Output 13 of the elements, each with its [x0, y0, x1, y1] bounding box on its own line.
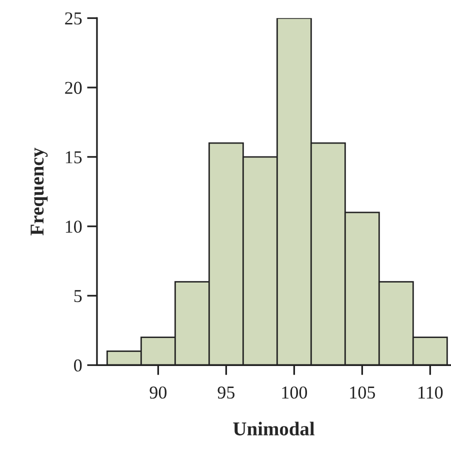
y-axis-title: Frequency	[30, 148, 48, 236]
x-tick-label: 90	[150, 386, 166, 399]
y-tick-label: 10	[66, 220, 82, 233]
y-tick-label: 25	[65, 12, 82, 25]
y-tick-label: 15	[66, 151, 82, 164]
y-tick-label: 20	[65, 82, 82, 94]
x-tick-label: 100	[282, 386, 308, 399]
x-tick-label: 110	[418, 386, 443, 399]
x-tick-label: 95	[218, 386, 234, 399]
x-tick-label: 105	[350, 386, 375, 399]
y-tick-label: 5	[74, 290, 82, 302]
y-tick-label: 0	[74, 359, 82, 372]
x-axis-title: Unimodal	[233, 422, 314, 436]
